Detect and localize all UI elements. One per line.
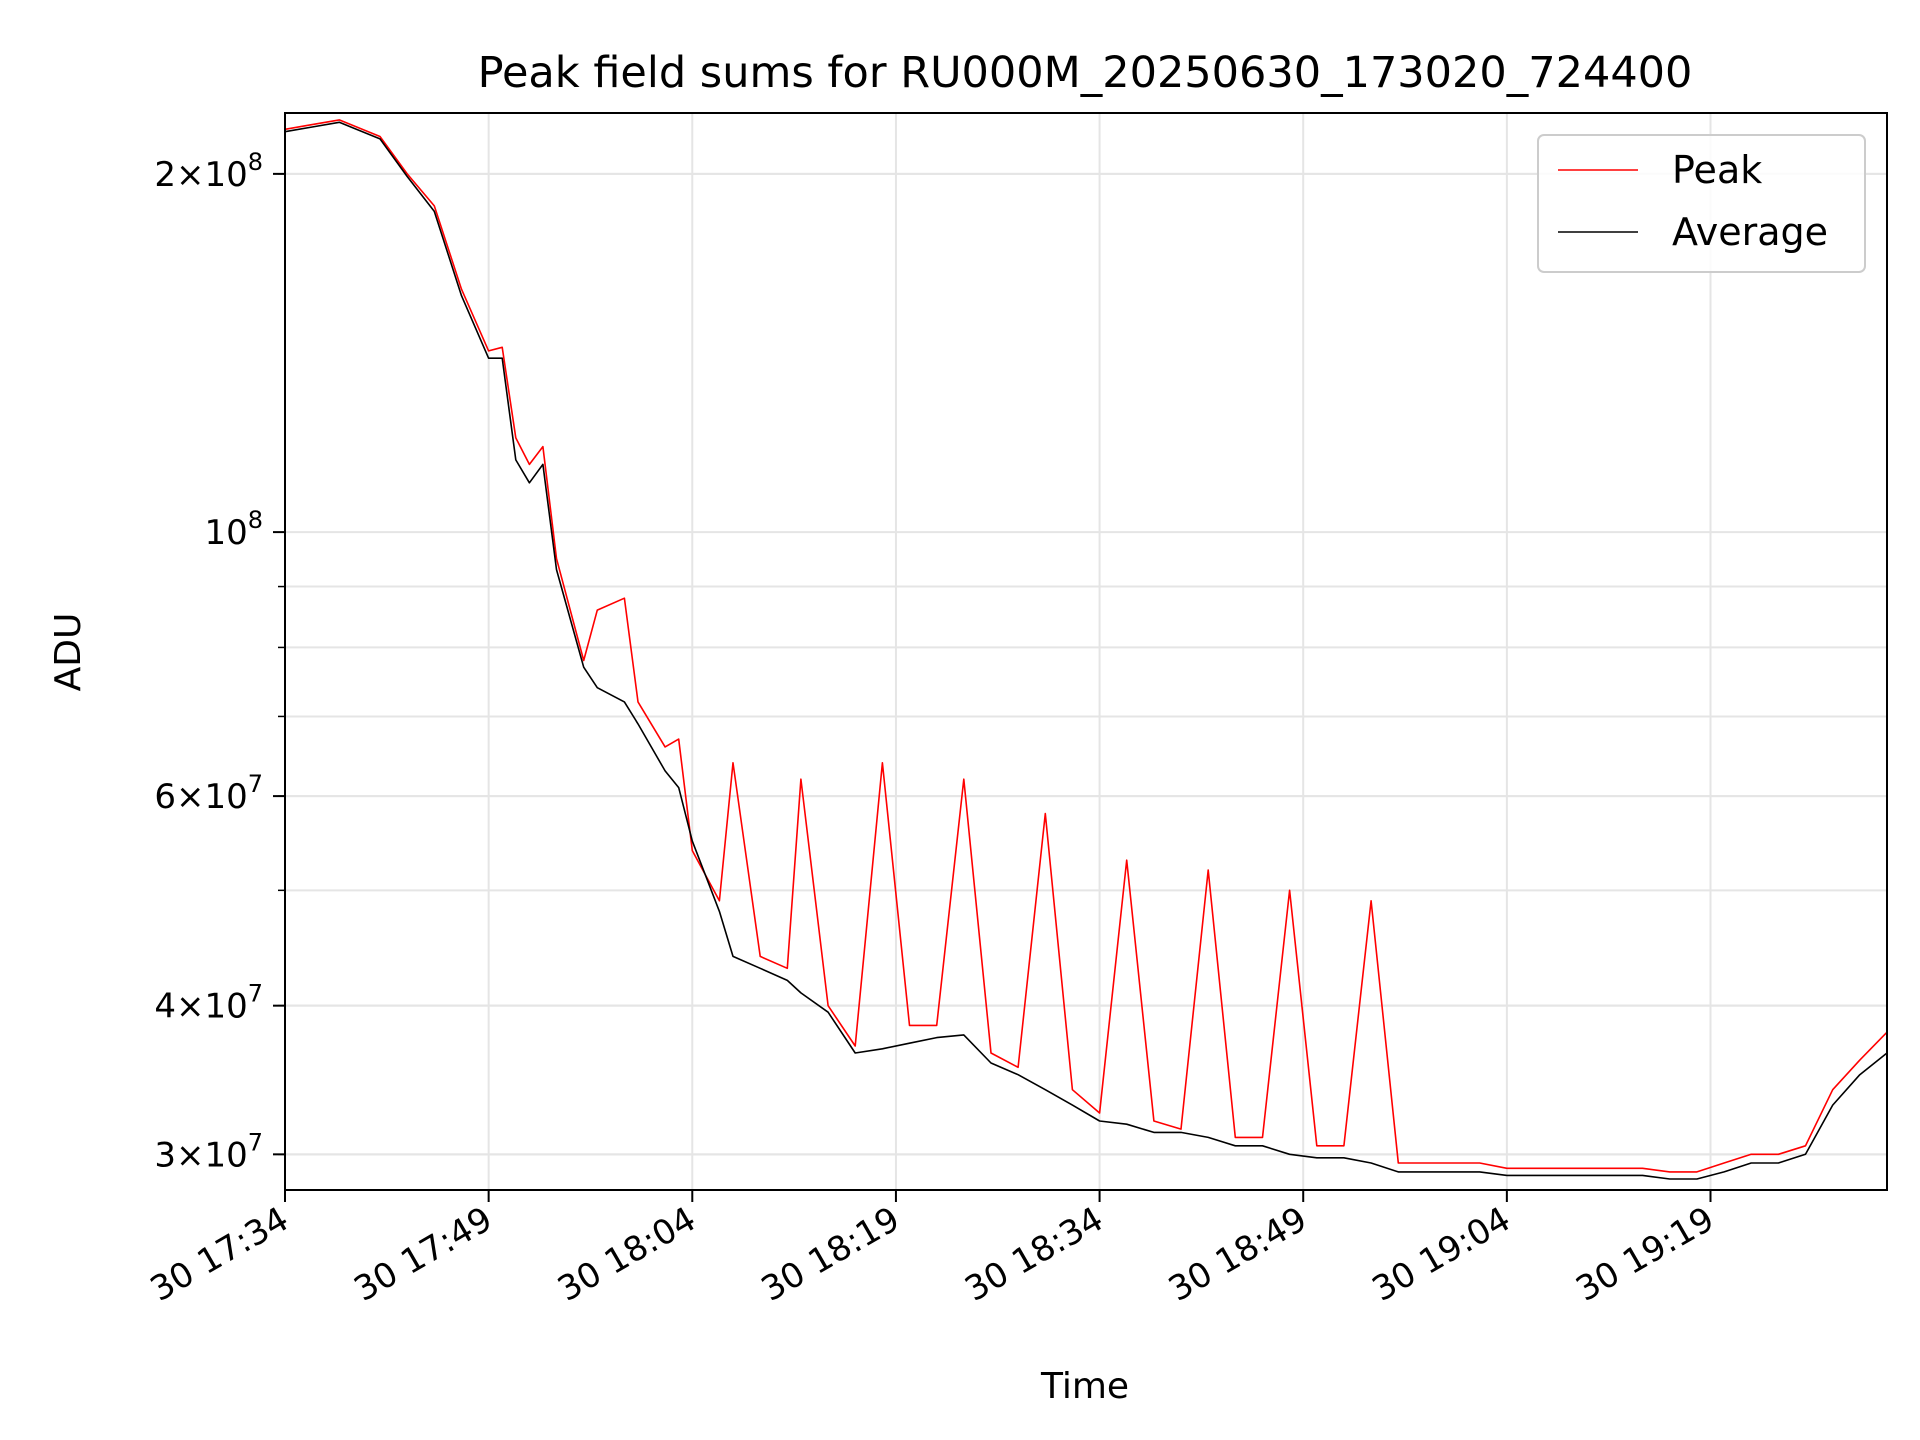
x-axis-title: Time bbox=[1040, 1366, 1129, 1407]
grid bbox=[284, 113, 1887, 1190]
y-tick-label: 3×107 bbox=[154, 1128, 263, 1175]
chart-title: Peak field sums for RU000M_20250630_1730… bbox=[478, 48, 1693, 98]
series-line-peak bbox=[284, 119, 1888, 1173]
legend-label-peak: Peak bbox=[1672, 148, 1762, 192]
y-tick-label: 4×107 bbox=[154, 980, 263, 1027]
y-tick-label: 6×107 bbox=[154, 770, 263, 817]
series-group bbox=[284, 119, 1888, 1180]
y-axis: 3×107 4×107 6×107 108 2×108 bbox=[154, 148, 285, 1175]
y-tick-label: 108 bbox=[204, 506, 263, 553]
legend: Peak Average bbox=[1537, 134, 1866, 273]
y-axis-title: ADU bbox=[48, 613, 89, 692]
y-tick-label: 2×108 bbox=[154, 148, 263, 195]
series-line-average bbox=[284, 121, 1888, 1180]
legend-label-average: Average bbox=[1672, 210, 1828, 254]
plot-frame bbox=[284, 112, 1888, 1191]
